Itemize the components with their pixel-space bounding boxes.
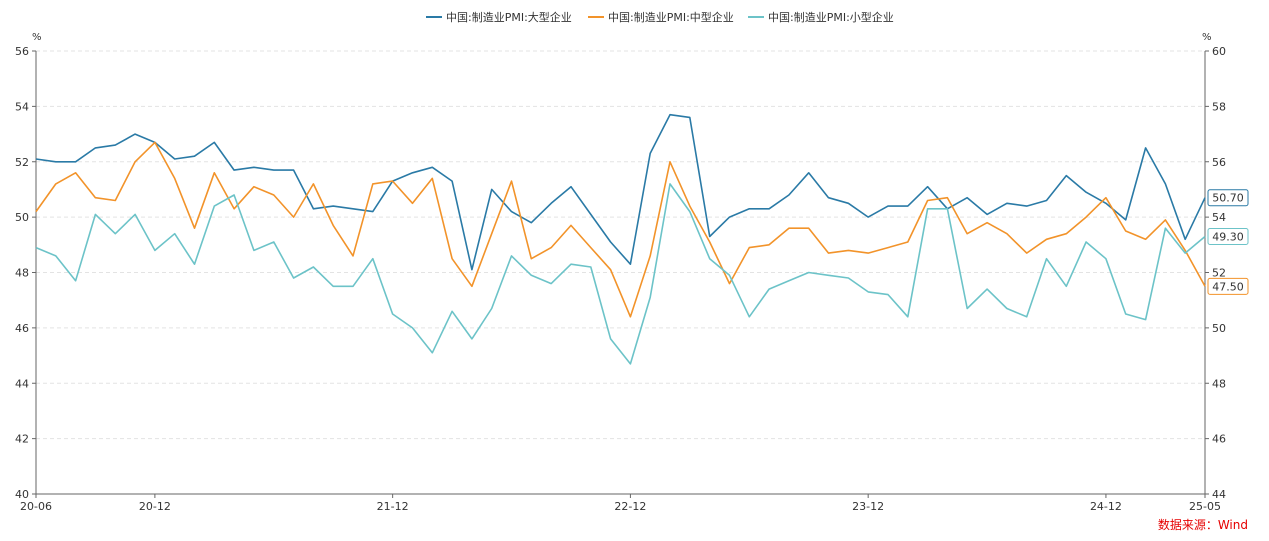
left-tick-label: 48 bbox=[15, 267, 29, 280]
end-label-box-2 bbox=[1207, 277, 1249, 295]
left-axis: 40 42 44 46 48 50 52 54 56 bbox=[15, 45, 37, 501]
x-tick-label: 22-12 bbox=[614, 500, 646, 513]
left-tick-label: 46 bbox=[15, 322, 29, 335]
series-line-1 bbox=[35, 113, 1206, 271]
legend-label-3: 中国:制造业PMI:小型企业 bbox=[768, 10, 894, 24]
end-label-3: 49.30 bbox=[1212, 231, 1244, 244]
right-tick-label: 48 bbox=[1212, 377, 1226, 390]
right-tick-label: 54 bbox=[1212, 211, 1226, 224]
x-tick-label: 21-12 bbox=[377, 500, 409, 513]
x-axis: 20-06 20-12 21-12 22-12 23-12 24-12 25-05 bbox=[20, 493, 1221, 513]
right-tick-label: 44 bbox=[1212, 488, 1226, 501]
right-axis-unit: % bbox=[1202, 32, 1212, 43]
right-axis: 44 46 48 50 52 54 56 58 60 bbox=[1204, 45, 1226, 501]
left-tick-label: 44 bbox=[15, 377, 29, 390]
series-lines bbox=[35, 113, 1206, 365]
series-line-2 bbox=[35, 141, 1206, 318]
x-tick-label: 25-05 bbox=[1189, 500, 1221, 513]
left-axis-unit: % bbox=[32, 32, 42, 43]
left-tick-label: 50 bbox=[15, 211, 29, 224]
x-tick-label: 24-12 bbox=[1090, 500, 1122, 513]
right-tick-label: 56 bbox=[1212, 156, 1226, 169]
x-tick-label: 20-12 bbox=[139, 500, 171, 513]
right-tick-label: 58 bbox=[1212, 100, 1226, 113]
right-tick-label: 46 bbox=[1212, 433, 1226, 446]
left-tick-label: 40 bbox=[15, 488, 29, 501]
x-tick-label: 20-06 bbox=[20, 500, 52, 513]
left-tick-label: 56 bbox=[15, 45, 29, 58]
right-tick-label: 50 bbox=[1212, 322, 1226, 335]
end-label-box-3 bbox=[1207, 228, 1249, 246]
end-label-2: 47.50 bbox=[1212, 280, 1244, 293]
x-tick-label: 23-12 bbox=[852, 500, 884, 513]
right-tick-label: 52 bbox=[1212, 267, 1226, 280]
data-source-note: 数据来源：Wind bbox=[1158, 517, 1248, 532]
end-label-box-1 bbox=[1207, 189, 1249, 207]
grid-lines bbox=[36, 50, 1205, 440]
legend-label-2: 中国:制造业PMI:中型企业 bbox=[608, 10, 734, 24]
left-tick-label: 54 bbox=[15, 100, 29, 113]
left-tick-label: 52 bbox=[15, 156, 29, 169]
end-label-1: 50.70 bbox=[1212, 192, 1244, 205]
legend-label-1: 中国:制造业PMI:大型企业 bbox=[446, 10, 572, 24]
chart-legend: 中国:制造业PMI:大型企业 中国:制造业PMI:中型企业 中国:制造业PMI:小型… bbox=[426, 10, 894, 24]
right-tick-label: 60 bbox=[1212, 45, 1226, 58]
left-tick-label: 42 bbox=[15, 433, 29, 446]
end-value-labels: 50.70 47.50 49.30 bbox=[1207, 189, 1249, 295]
series-line-3 bbox=[35, 183, 1206, 365]
